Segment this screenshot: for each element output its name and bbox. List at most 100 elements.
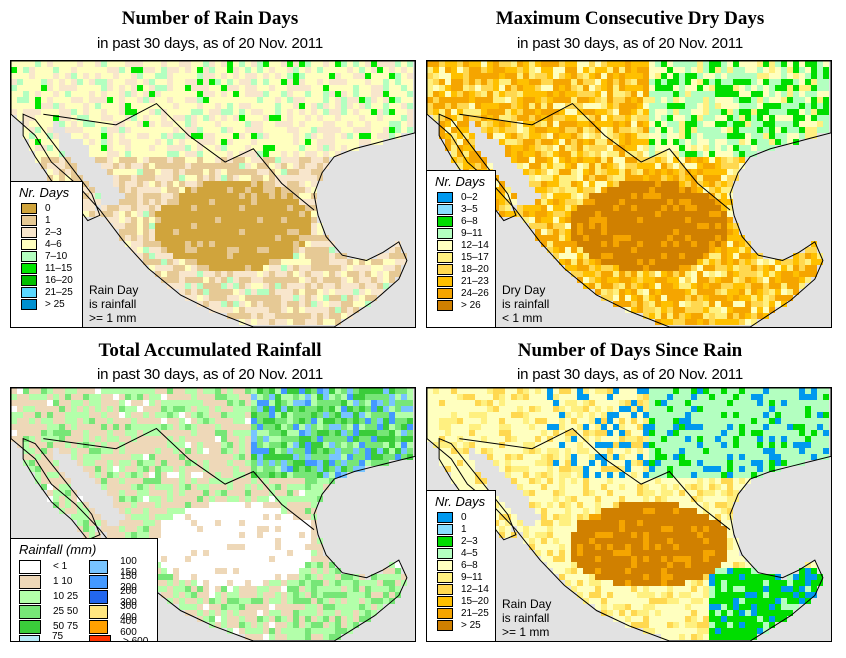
legend-swatch bbox=[21, 286, 37, 298]
legend-label: 3–5 bbox=[461, 203, 478, 215]
legend-label: 75 100 bbox=[51, 630, 64, 642]
legend-swatch bbox=[19, 574, 41, 589]
legend: Rainfall (mm) < 1 1 10 10 25 25 50 50 75 75 1… bbox=[11, 538, 158, 641]
legend-swatch bbox=[89, 559, 109, 574]
legend-label: 1 bbox=[45, 214, 51, 226]
legend-item: > 26 bbox=[427, 299, 495, 311]
legend-item: 200 300 bbox=[81, 586, 151, 608]
legend-swatch bbox=[437, 571, 453, 583]
legend-note: Dry Day is rainfall < 1 mm bbox=[502, 283, 550, 325]
map-total-rainfall: Rainfall (mm) < 1 1 10 10 25 25 50 50 75 75 1… bbox=[10, 387, 416, 642]
land-grid bbox=[427, 388, 829, 640]
legend-label: 10 25 bbox=[53, 591, 79, 602]
legend-swatch bbox=[437, 287, 453, 299]
legend-swatch bbox=[21, 262, 37, 274]
legend-swatch bbox=[437, 215, 453, 227]
legend-label: 2–3 bbox=[461, 535, 478, 547]
legend-swatch bbox=[21, 214, 37, 226]
map-rain-days: Nr. Days 0 1 2–3 4–6 7–10 11–15 16–20 21–25 > 25… bbox=[10, 60, 416, 328]
legend-item: 2–3 bbox=[11, 226, 82, 238]
legend-label: 21–25 bbox=[461, 607, 489, 619]
legend-item: 7–10 bbox=[11, 250, 82, 262]
legend-item: 12–14 bbox=[427, 583, 495, 595]
legend-swatch bbox=[437, 523, 453, 535]
map-days-since-rain: Nr. Days 0 1 2–3 4–5 6–8 9–11 12–14 15–20 21–25 >… bbox=[426, 387, 832, 642]
legend-label: 21–25 bbox=[45, 286, 73, 298]
legend-label: 11–15 bbox=[45, 262, 73, 274]
legend-swatch bbox=[437, 239, 453, 251]
legend-label: > 25 bbox=[45, 298, 65, 310]
legend-label: 50 75 bbox=[53, 621, 79, 632]
legend-label: 100 150 bbox=[120, 555, 137, 578]
legend-item: 0 bbox=[11, 202, 82, 214]
legend-label: 9–11 bbox=[461, 571, 483, 583]
legend-swatch bbox=[21, 298, 37, 310]
legend-label: 400 600 bbox=[120, 615, 137, 638]
legend-item: 6–8 bbox=[427, 559, 495, 571]
country-border bbox=[43, 427, 315, 531]
legend-label: 2–3 bbox=[45, 226, 62, 238]
coastline bbox=[11, 61, 415, 327]
legend-item: 50 75 bbox=[11, 619, 81, 634]
legend-label: 4–6 bbox=[45, 238, 62, 250]
legend-item: 18–20 bbox=[427, 263, 495, 275]
legend-item: 300 400 bbox=[81, 601, 151, 623]
land-grid bbox=[11, 388, 413, 640]
legend-label: > 600 bbox=[123, 636, 149, 642]
panel-title: Number of Days Since Rain bbox=[517, 340, 743, 361]
legend-swatch bbox=[19, 619, 41, 634]
legend-swatch bbox=[21, 238, 37, 250]
legend-swatch bbox=[437, 299, 453, 311]
legend-item: 1 10 bbox=[11, 574, 81, 589]
legend: Nr. Days 0 1 2–3 4–6 7–10 11–15 16–20 21–25 > 25 bbox=[11, 181, 83, 327]
legend-item: 4–5 bbox=[427, 547, 495, 559]
legend-item: 9–11 bbox=[427, 571, 495, 583]
legend-label: 6–8 bbox=[461, 215, 478, 227]
legend-label: 6–8 bbox=[461, 559, 478, 571]
legend-item: > 25 bbox=[427, 619, 495, 631]
legend-title: Rainfall (mm) bbox=[19, 542, 97, 557]
legend-label: 1 10 bbox=[53, 576, 73, 587]
legend-label: 18–20 bbox=[461, 263, 489, 275]
coastline bbox=[427, 388, 831, 641]
land-grid bbox=[11, 61, 413, 325]
legend-swatch bbox=[19, 589, 41, 604]
legend-label: 300 400 bbox=[120, 600, 137, 623]
legend-item: 16–20 bbox=[11, 274, 82, 286]
legend-item: 9–11 bbox=[427, 227, 495, 239]
legend-swatch bbox=[437, 583, 453, 595]
legend-label: 12–14 bbox=[461, 583, 489, 595]
legend-swatch bbox=[21, 202, 37, 214]
legend-label: 15–20 bbox=[461, 595, 489, 607]
legend-title: Nr. Days bbox=[435, 494, 486, 509]
legend-item: 11–15 bbox=[11, 262, 82, 274]
legend-item: 15–17 bbox=[427, 251, 495, 263]
legend-item: 2–3 bbox=[427, 535, 495, 547]
legend-swatch bbox=[19, 604, 41, 619]
legend-swatch bbox=[19, 559, 41, 574]
legend-swatch bbox=[437, 559, 453, 571]
coastline bbox=[427, 61, 831, 327]
coastline bbox=[438, 113, 517, 222]
legend-item: > 600 bbox=[81, 634, 151, 642]
legend-label: < 1 bbox=[53, 561, 68, 572]
legend-swatch bbox=[437, 227, 453, 239]
legend-label: 7–10 bbox=[45, 250, 68, 262]
legend-note: Rain Day is rainfall >= 1 mm bbox=[502, 597, 552, 639]
coastline bbox=[22, 113, 101, 222]
legend-swatch bbox=[437, 595, 453, 607]
legend-item: 21–25 bbox=[11, 286, 82, 298]
legend-label: > 26 bbox=[461, 299, 481, 311]
legend-label: 1 bbox=[461, 523, 467, 535]
legend-item: 1 bbox=[427, 523, 495, 535]
legend-label: > 25 bbox=[461, 619, 481, 631]
legend-swatch bbox=[21, 250, 37, 262]
legend-label: 0 bbox=[461, 511, 467, 523]
legend-label: 150 200 bbox=[120, 570, 137, 593]
legend-label: 16–20 bbox=[45, 274, 73, 286]
legend-title: Nr. Days bbox=[19, 185, 70, 200]
legend-swatch bbox=[437, 547, 453, 559]
legend-swatch bbox=[21, 226, 37, 238]
legend-item: > 25 bbox=[11, 298, 82, 310]
legend-label: 200 300 bbox=[120, 585, 137, 608]
